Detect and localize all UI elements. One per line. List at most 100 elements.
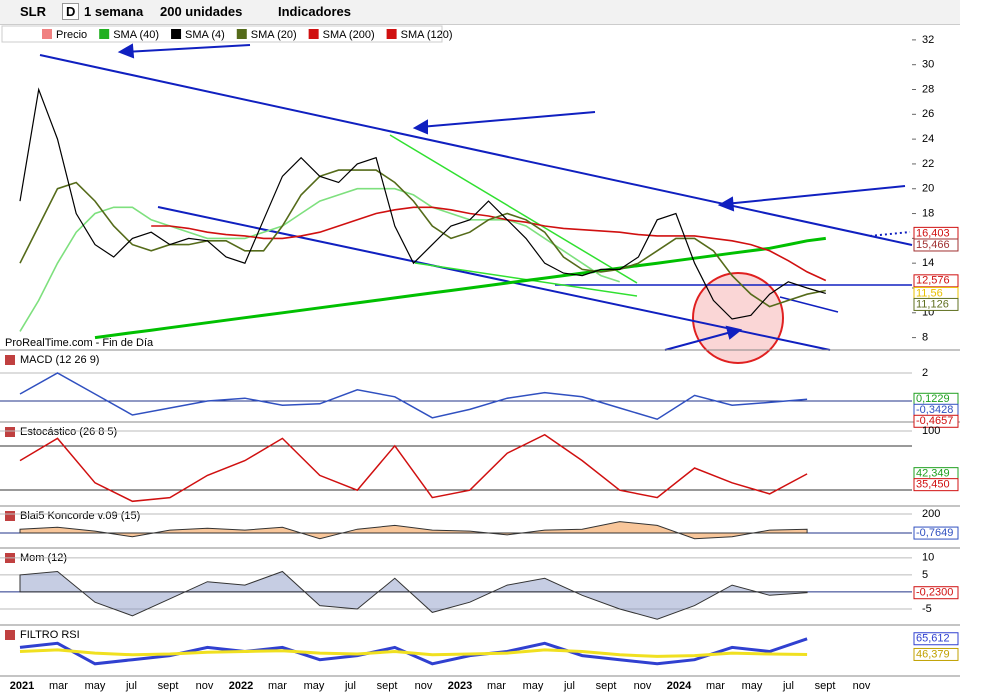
value-label: 46,379: [916, 648, 950, 660]
indicator-line: [19, 648, 808, 658]
value-label: 16,403: [916, 227, 950, 239]
value-label: 42,349: [916, 468, 950, 480]
value-label-box: [913, 297, 959, 311]
indicator-area: [19, 521, 808, 540]
value-label: 65,612: [916, 633, 950, 645]
x-tick-label: nov: [196, 680, 214, 692]
legend-bg: [1, 25, 443, 43]
y-tick-label: 30: [922, 59, 934, 71]
y-tick-label: 14: [922, 257, 934, 269]
trendline: [39, 54, 913, 246]
value-label-box: [913, 478, 959, 492]
value-label: 35,450: [916, 479, 950, 491]
value-label-box: [913, 647, 959, 661]
y-tick-label: 32: [922, 34, 934, 46]
legend-icon: [171, 29, 182, 39]
x-tick-label: nov: [634, 680, 652, 692]
panel-title: Estocástico (26 8 5): [20, 426, 117, 438]
value-label-box: [913, 274, 959, 288]
indicators[interactable]: Indicadores: [278, 4, 351, 19]
panel-icon: [5, 630, 15, 640]
x-tick-label: 2021: [10, 680, 34, 692]
panel-title: Blai5 Koncorde v.09 (15): [20, 510, 140, 522]
value-label-box: [913, 586, 959, 600]
legend-entry: SMA (200): [323, 29, 375, 41]
indicator-line: [19, 372, 808, 421]
x-tick-label: may: [85, 680, 106, 692]
x-tick-label: 2023: [448, 680, 472, 692]
y-tick-label: 5: [922, 569, 928, 581]
indicator-line: [19, 637, 808, 666]
value-label: 12,576: [916, 275, 950, 287]
value-label: -0,4657: [916, 415, 953, 427]
panel-title: MACD (12 26 9): [20, 354, 99, 366]
value-label: 11,126: [916, 298, 949, 310]
x-tick-label: may: [523, 680, 544, 692]
y-tick-label: 10: [922, 552, 934, 564]
legend-entry: SMA (40): [113, 29, 159, 41]
d-button[interactable]: D: [62, 3, 80, 20]
value-label: 11,56: [916, 287, 943, 299]
legend-icon: [99, 29, 110, 39]
legend-entry: SMA (4): [185, 29, 225, 41]
indicator-line: [19, 433, 808, 503]
trendline: [389, 134, 638, 284]
y-tick-label: 2: [922, 367, 928, 379]
x-tick-label: mar: [268, 680, 287, 692]
value-label-box: [913, 414, 959, 428]
legend-icon: [386, 29, 397, 39]
panel-icon: [5, 427, 15, 437]
y-tick-label: 8: [922, 332, 928, 344]
x-tick-label: nov: [853, 680, 871, 692]
value-label-box: [913, 238, 959, 252]
x-tick-label: sept: [158, 680, 179, 692]
value-label: -0,7649: [916, 527, 953, 539]
price-line: [19, 87, 826, 320]
units[interactable]: 200 unidades: [160, 4, 243, 19]
y-tick-label: 200: [922, 508, 940, 520]
arrows: [117, 43, 911, 351]
y-tick-label: 28: [922, 83, 934, 95]
x-tick-label: sept: [377, 680, 398, 692]
panel-icon: [5, 511, 15, 521]
legend-entry: SMA (20): [251, 29, 297, 41]
legend-icon: [42, 29, 52, 39]
price-line: [94, 236, 826, 340]
symbol[interactable]: SLR: [20, 4, 46, 19]
x-tick-label: may: [742, 680, 763, 692]
value-label: -0,3428: [916, 404, 953, 416]
x-tick-label: 2022: [229, 680, 253, 692]
x-tick-label: sept: [596, 680, 617, 692]
drawings: [39, 43, 913, 364]
legend-entry: SMA (120): [401, 29, 453, 41]
x-tick-label: jul: [125, 680, 137, 692]
price-line: [151, 206, 827, 282]
x-tick-label: jul: [782, 680, 794, 692]
x-tick-label: mar: [706, 680, 725, 692]
value-label-box: [913, 632, 959, 646]
panel-icon: [5, 355, 15, 365]
x-tick-label: mar: [49, 680, 68, 692]
toolbar: SLR D 1 semana 200 unidades Indicadores: [0, 0, 960, 25]
period[interactable]: 1 semana: [84, 4, 144, 19]
y-tick-label: 22: [922, 158, 934, 170]
price-line: [19, 169, 826, 308]
value-label: -0,2300: [916, 587, 953, 599]
y-tick-label: 18: [922, 207, 934, 219]
x-tick-label: nov: [415, 680, 433, 692]
trendline: [779, 296, 839, 313]
x-tick-label: jul: [344, 680, 356, 692]
y-tick-label: 100: [922, 425, 940, 437]
x-tick-label: jul: [563, 680, 575, 692]
source: ProRealTime.com - Fin de Día: [5, 337, 154, 349]
x-tick-label: mar: [487, 680, 506, 692]
x-tick-label: sept: [815, 680, 836, 692]
x-tick-label: may: [304, 680, 325, 692]
y-tick-label: 26: [922, 108, 934, 120]
y-tick-label: 20: [922, 183, 934, 195]
legend-icon: [236, 29, 247, 39]
value-label: 15,466: [916, 239, 950, 251]
price-line: [19, 187, 620, 332]
